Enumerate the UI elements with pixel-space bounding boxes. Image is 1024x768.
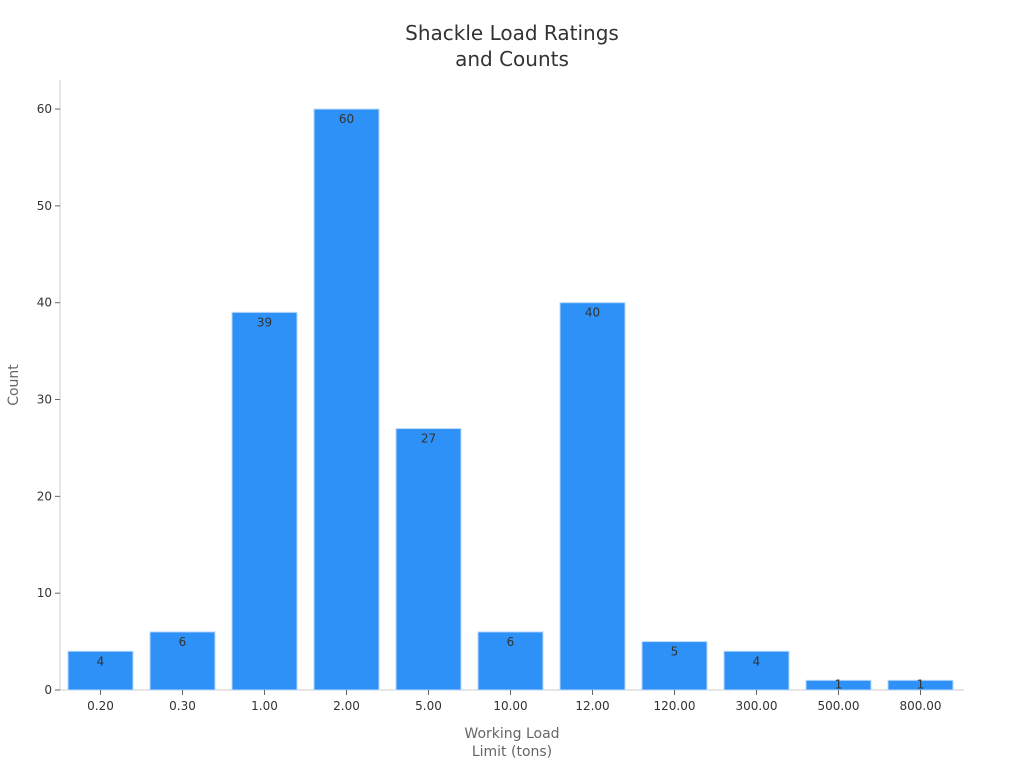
data-label-2.00: 60 <box>339 112 354 126</box>
data-label-120.00: 5 <box>671 645 679 659</box>
y-tick-label-0: 0 <box>44 683 52 697</box>
x-tick-label-1.00: 1.00 <box>251 699 278 713</box>
y-tick-labels: 0 10 20 30 40 50 60 <box>37 102 60 697</box>
bars <box>67 108 954 691</box>
chart-title-line-1: Shackle Load Ratings <box>405 21 619 45</box>
y-tick-label-40: 40 <box>37 296 52 310</box>
x-tick-label-500.00: 500.00 <box>818 699 860 713</box>
bar-120.00 <box>641 641 708 691</box>
data-label-5.00: 27 <box>421 432 436 446</box>
y-tick-label-10: 10 <box>37 586 52 600</box>
bar-5.00 <box>395 428 462 691</box>
data-label-1.00: 39 <box>257 315 272 329</box>
x-axis-label-line-2: Limit (tons) <box>472 744 552 760</box>
chart-title-line-2: and Counts <box>455 47 569 71</box>
x-tick-label-0.30: 0.30 <box>169 699 196 713</box>
data-label-500.00: 1 <box>835 677 843 691</box>
chart-title: Shackle Load Ratings and Counts <box>0 20 1024 72</box>
bar-10.00 <box>477 631 544 691</box>
x-tick-label-5.00: 5.00 <box>415 699 442 713</box>
x-tick-labels: 0.20 0.30 1.00 2.00 5.00 10.00 12.00 120.00 300.… <box>87 690 942 713</box>
x-tick-label-120.00: 120.00 <box>654 699 696 713</box>
data-label-0.30: 6 <box>179 635 187 649</box>
data-labels: 4 6 39 60 27 6 40 5 4 1 1 <box>97 112 925 691</box>
bar-12.00 <box>559 302 626 691</box>
y-tick-label-60: 60 <box>37 102 52 116</box>
x-tick-label-12.00: 12.00 <box>575 699 609 713</box>
data-label-800.00: 1 <box>917 677 925 691</box>
y-tick-label-50: 50 <box>37 199 52 213</box>
bar-2.00 <box>313 108 380 691</box>
bar-300.00 <box>723 650 790 691</box>
x-tick-label-10.00: 10.00 <box>493 699 527 713</box>
bar-0.20 <box>67 650 134 691</box>
x-tick-label-800.00: 800.00 <box>900 699 942 713</box>
data-label-10.00: 6 <box>507 635 515 649</box>
data-label-0.20: 4 <box>97 654 105 668</box>
y-axis-label: Count <box>6 364 22 406</box>
data-label-12.00: 40 <box>585 306 600 320</box>
x-axis-label-line-1: Working Load <box>464 726 559 742</box>
x-tick-label-2.00: 2.00 <box>333 699 360 713</box>
y-tick-label-20: 20 <box>37 489 52 503</box>
data-label-300.00: 4 <box>753 654 761 668</box>
x-tick-label-0.20: 0.20 <box>87 699 114 713</box>
x-tick-label-300.00: 300.00 <box>736 699 778 713</box>
bar-1.00 <box>231 311 298 691</box>
y-tick-label-30: 30 <box>37 393 52 407</box>
